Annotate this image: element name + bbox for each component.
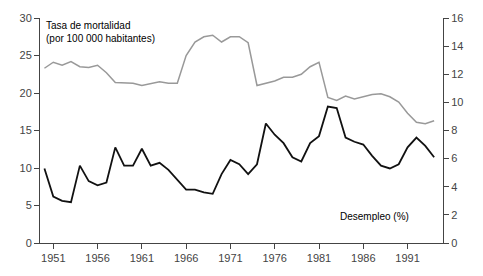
svg-text:0: 0 xyxy=(451,237,457,249)
svg-text:16: 16 xyxy=(451,12,463,24)
svg-text:8: 8 xyxy=(451,124,457,136)
svg-text:25: 25 xyxy=(20,49,32,61)
svg-text:10: 10 xyxy=(20,162,32,174)
svg-text:1981: 1981 xyxy=(307,252,331,264)
svg-text:1976: 1976 xyxy=(262,252,286,264)
svg-text:Desempleo (%): Desempleo (%) xyxy=(340,211,409,222)
svg-text:15: 15 xyxy=(20,124,32,136)
svg-text:10: 10 xyxy=(451,96,463,108)
svg-text:0: 0 xyxy=(26,237,32,249)
svg-text:20: 20 xyxy=(20,87,32,99)
svg-text:1951: 1951 xyxy=(41,252,65,264)
svg-text:30: 30 xyxy=(20,12,32,24)
svg-text:6: 6 xyxy=(451,152,457,164)
svg-text:14: 14 xyxy=(451,40,463,52)
svg-text:1956: 1956 xyxy=(85,252,109,264)
svg-text:5: 5 xyxy=(26,199,32,211)
svg-text:1966: 1966 xyxy=(174,252,198,264)
svg-text:1961: 1961 xyxy=(130,252,154,264)
svg-text:1986: 1986 xyxy=(351,252,375,264)
svg-text:1991: 1991 xyxy=(395,252,419,264)
svg-text:12: 12 xyxy=(451,68,463,80)
svg-text:1971: 1971 xyxy=(218,252,242,264)
svg-text:2: 2 xyxy=(451,209,457,221)
svg-text:Tasa de mortalidad(por 100 000: Tasa de mortalidad(por 100 000 habitante… xyxy=(46,20,155,44)
svg-text:4: 4 xyxy=(451,181,457,193)
